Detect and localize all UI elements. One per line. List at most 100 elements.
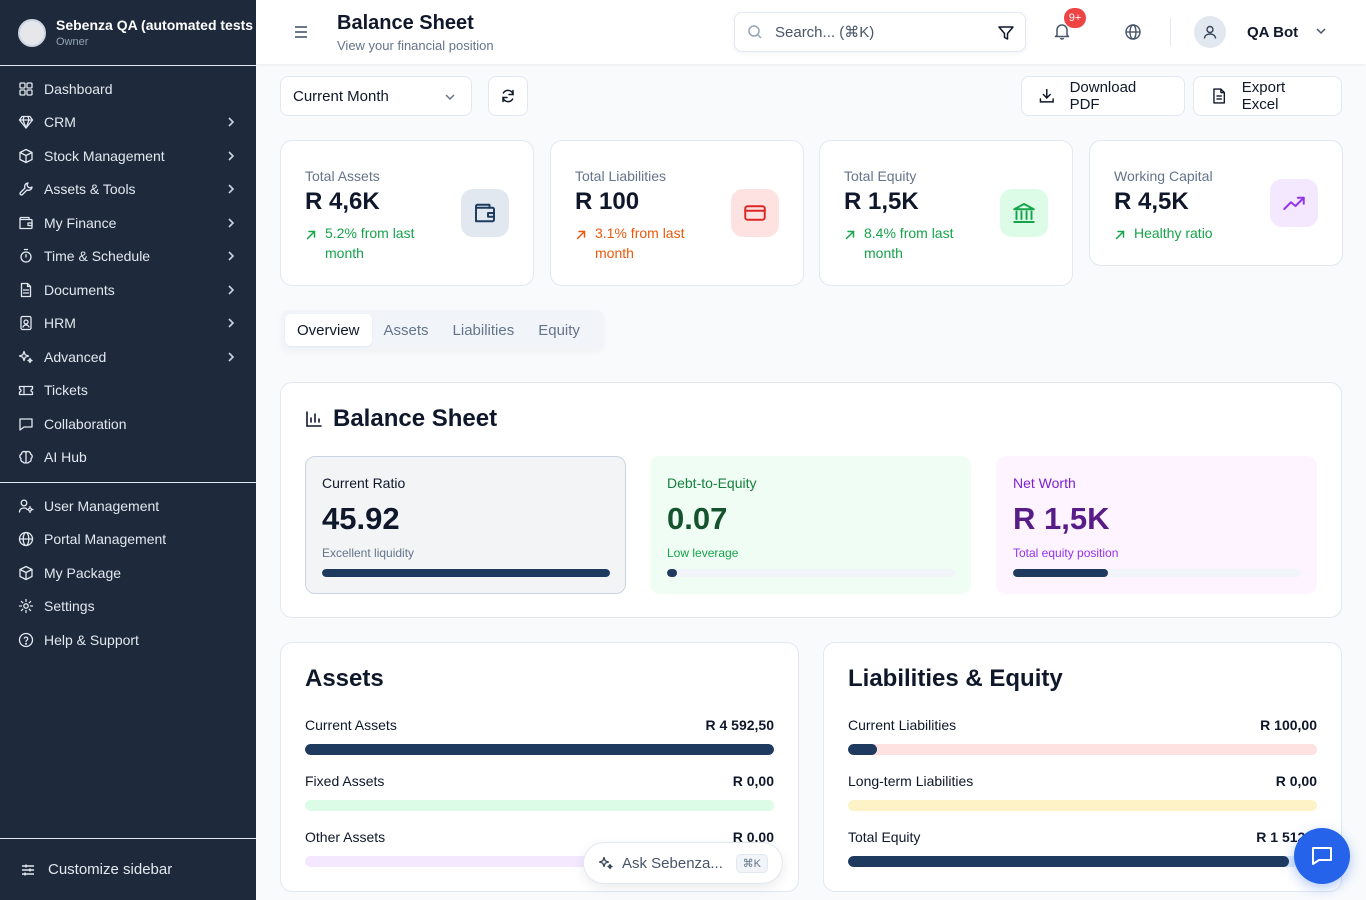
chevron-right-icon xyxy=(228,352,235,362)
sidebar-item-settings[interactable]: Settings xyxy=(0,590,256,624)
ratio-progress-fill xyxy=(1013,569,1109,577)
ratio-progress-track xyxy=(1013,569,1301,577)
hamburger-menu-icon[interactable] xyxy=(292,24,310,40)
ratio-card-current-ratio: Current Ratio 45.92 Excellent liquidity xyxy=(305,456,626,594)
breakdown-row-fixed-assets: Fixed Assets R 0,00 xyxy=(305,773,774,811)
sidebar-item-label: Collaboration xyxy=(44,415,127,432)
notification-badge: 9+ xyxy=(1064,8,1086,28)
kpi-value: R 4,5K xyxy=(1114,188,1189,215)
sparkles-icon xyxy=(598,856,613,870)
sidebar-admin-nav: User Management Portal Management My Pac… xyxy=(0,489,256,657)
bell-icon[interactable] xyxy=(1052,21,1072,41)
globe-icon[interactable] xyxy=(1124,23,1142,41)
sidebar-item-my-package[interactable]: My Package xyxy=(0,556,256,590)
chevron-down-icon[interactable] xyxy=(1314,24,1328,38)
sidebar-item-crm[interactable]: CRM xyxy=(0,106,256,140)
user-name[interactable]: QA Bot xyxy=(1247,24,1299,41)
download-pdf-button[interactable]: Download PDF xyxy=(1021,76,1185,116)
sidebar-nav: Dashboard CRM Stock Management Assets & … xyxy=(0,66,256,474)
sidebar-item-label: HRM xyxy=(44,315,76,332)
sidebar-item-assets-and-tools[interactable]: Assets & Tools xyxy=(0,173,256,207)
sidebar-item-collaboration[interactable]: Collaboration xyxy=(0,407,256,441)
period-select[interactable]: Current Month xyxy=(280,76,472,116)
sidebar-item-help-and-support[interactable]: Help & Support xyxy=(0,623,256,657)
user-avatar[interactable] xyxy=(1194,16,1226,48)
org-switcher[interactable]: Sebenza QA (automated tests Owner xyxy=(0,0,256,66)
sidebar-item-label: Dashboard xyxy=(44,80,113,97)
balance-sheet-panel: Balance Sheet Current Ratio 45.92 Excell… xyxy=(280,382,1342,618)
user-icon xyxy=(1203,25,1217,39)
arrow-up-right-icon xyxy=(306,230,316,240)
breakdown-label: Current Liabilities xyxy=(848,717,957,733)
tab-assets[interactable]: Assets xyxy=(383,321,429,339)
breakdown-row-long-term-liabilities: Long-term Liabilities R 0,00 xyxy=(848,773,1317,811)
sidebar-item-portal-management[interactable]: Portal Management xyxy=(0,523,256,557)
breakdown-progress-fill xyxy=(848,856,1289,867)
arrow-up-right-icon xyxy=(576,230,586,240)
refresh-icon xyxy=(502,89,514,103)
brain-icon xyxy=(19,451,33,464)
sidebar-item-advanced[interactable]: Advanced xyxy=(0,340,256,374)
sidebar-item-my-finance[interactable]: My Finance xyxy=(0,206,256,240)
sidebar-item-user-management[interactable]: User Management xyxy=(0,489,256,523)
sidebar-icon-wrap xyxy=(18,148,34,164)
kpi-value: R 4,6K xyxy=(305,188,380,215)
assets-card-title: Assets xyxy=(305,665,384,692)
sidebar-icon-wrap xyxy=(18,382,34,398)
sidebar-item-label: Stock Management xyxy=(44,147,165,164)
kpi-trend-text: Healthy ratio xyxy=(1134,225,1213,241)
tab-liabilities[interactable]: Liabilities xyxy=(452,321,515,339)
kpi-trend: 8.4% from last month xyxy=(844,223,994,263)
sidebar-item-ai-hub[interactable]: AI Hub xyxy=(0,441,256,475)
kpi-icon-badge xyxy=(731,189,779,237)
ratio-progress-fill xyxy=(322,569,610,577)
sidebar-item-time-and-schedule[interactable]: Time & Schedule xyxy=(0,240,256,274)
ask-sebenza-button[interactable]: Ask Sebenza... ⌘K xyxy=(583,842,783,884)
help-circle-icon xyxy=(18,632,34,647)
sidebar-item-tickets[interactable]: Tickets xyxy=(0,374,256,408)
kpi-value: R 100 xyxy=(575,188,640,215)
ratio-note: Low leverage xyxy=(667,546,739,560)
chat-fab-button[interactable] xyxy=(1294,828,1350,884)
search-input[interactable] xyxy=(775,23,985,41)
sidebar: Sebenza QA (automated tests Owner Dashbo… xyxy=(0,0,256,900)
chevron-right-icon xyxy=(228,218,235,228)
id-card-icon xyxy=(20,316,32,331)
breakdown-progress-track xyxy=(848,800,1317,811)
ratio-label: Net Worth xyxy=(1013,475,1076,491)
filter-icon[interactable] xyxy=(997,24,1015,42)
refresh-button[interactable] xyxy=(488,76,528,116)
ticket-icon xyxy=(18,386,34,396)
sidebar-item-label: Assets & Tools xyxy=(44,181,136,198)
chevron-right-icon xyxy=(228,117,235,127)
sidebar-item-dashboard[interactable]: Dashboard xyxy=(0,72,256,106)
sidebar-icon-wrap xyxy=(18,282,34,298)
org-avatar xyxy=(18,18,46,47)
header-divider xyxy=(1170,18,1171,46)
sidebar-item-label: Tickets xyxy=(44,382,88,399)
sidebar-icon-wrap xyxy=(18,215,34,231)
ratio-card-debt-to-equity: Debt-to-Equity 0.07 Low leverage xyxy=(650,456,971,594)
ratio-label: Debt-to-Equity xyxy=(667,475,757,491)
sidebar-item-documents[interactable]: Documents xyxy=(0,273,256,307)
sidebar-item-hrm[interactable]: HRM xyxy=(0,307,256,341)
bank-icon xyxy=(1013,203,1035,223)
ratio-value: 45.92 xyxy=(322,501,400,536)
page-title: Balance Sheet xyxy=(337,12,474,34)
kpi-card-total-assets: Total Assets R 4,6K 5.2% from last month xyxy=(280,140,534,286)
customize-sidebar-button[interactable]: Customize sidebar xyxy=(0,838,256,900)
tab-overview[interactable]: Overview xyxy=(285,314,372,346)
wrench-icon xyxy=(19,182,33,196)
breakdown-row-current-assets: Current Assets R 4 592,50 xyxy=(305,717,774,755)
kpi-trend: Healthy ratio xyxy=(1114,223,1264,243)
sidebar-icon-wrap xyxy=(18,349,34,365)
breakdown-row-other-assets: Other Assets R 0.00 xyxy=(305,829,774,867)
export-excel-label: Export Excel xyxy=(1241,79,1286,113)
export-excel-button[interactable]: Export Excel xyxy=(1193,76,1342,116)
chat-icon xyxy=(19,418,33,431)
sidebar-item-stock-management[interactable]: Stock Management xyxy=(0,139,256,173)
tab-equity[interactable]: Equity xyxy=(538,321,580,339)
ratio-progress-track xyxy=(667,569,955,577)
ratio-label: Current Ratio xyxy=(322,475,406,491)
page-subtitle: View your financial position xyxy=(337,38,494,53)
